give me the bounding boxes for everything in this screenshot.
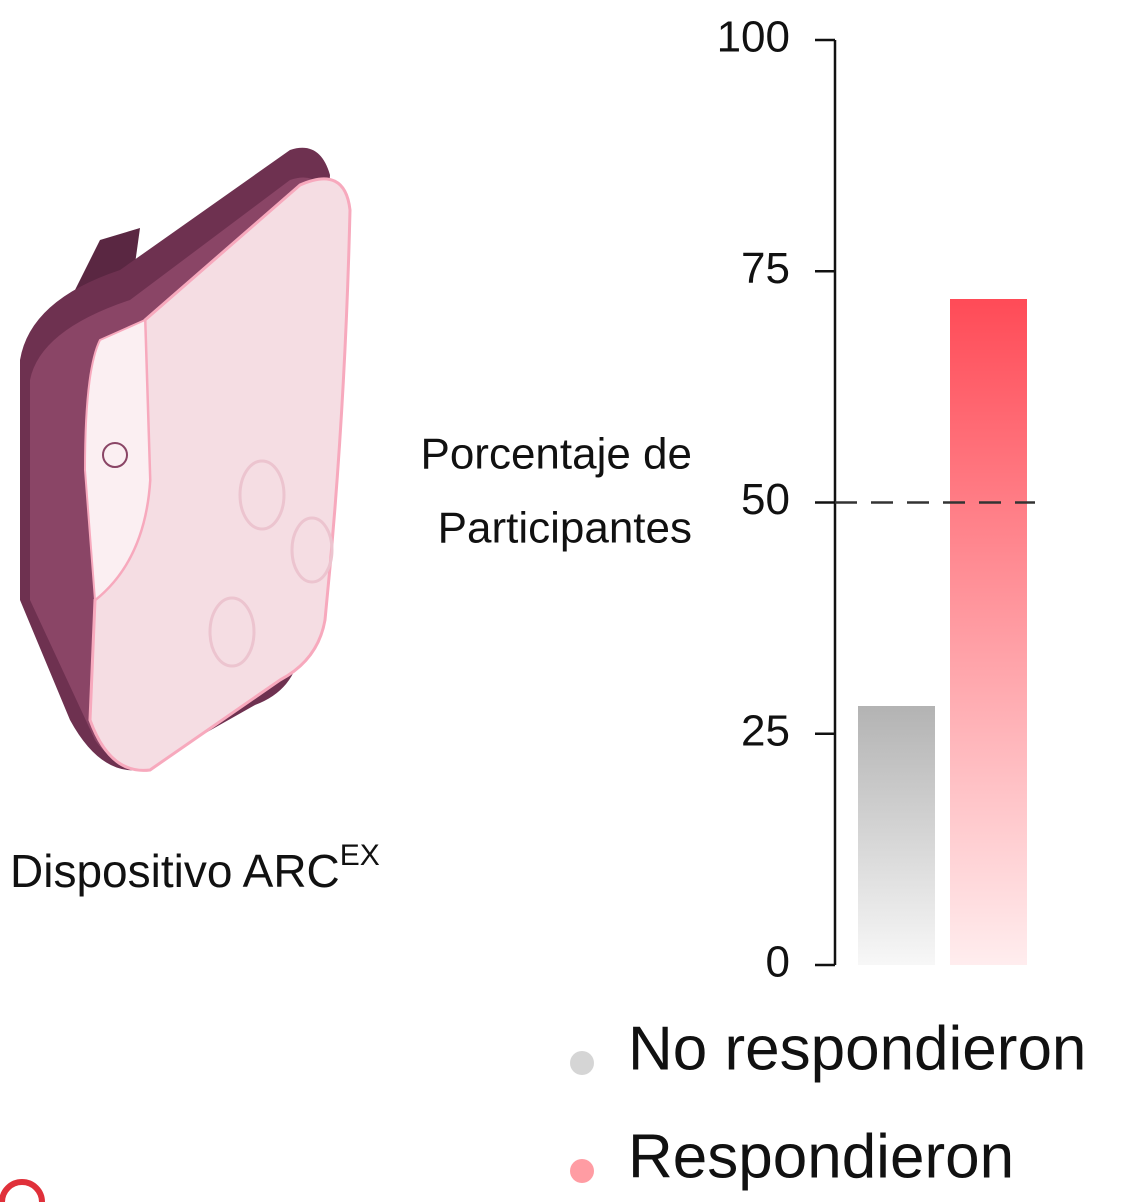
y-tick-label: 50 xyxy=(741,475,790,524)
logo-fragment xyxy=(0,1179,45,1202)
legend-marker xyxy=(570,1051,594,1075)
y-tick-label: 25 xyxy=(741,706,790,755)
y-axis-label: Participantes xyxy=(438,504,692,553)
device-caption: Dispositivo ARCEX xyxy=(10,839,380,897)
y-tick-label: 75 xyxy=(741,244,790,293)
y-axis-label: Porcentaje de xyxy=(420,430,692,479)
y-tick-label: 100 xyxy=(717,13,790,62)
device-illustration xyxy=(20,147,352,772)
bar xyxy=(858,706,935,965)
legend-label: No respondieron xyxy=(628,1014,1086,1083)
chart: 0 25 50 75 100 Porcentaje de Participantes No r… xyxy=(420,13,1086,1192)
caption-superscript: EX xyxy=(340,839,380,872)
bar xyxy=(950,299,1027,965)
legend-marker xyxy=(570,1159,594,1183)
caption-text: Dispositivo ARC xyxy=(10,845,340,897)
y-tick-label: 0 xyxy=(766,938,790,987)
legend-label: Respondieron xyxy=(628,1122,1014,1191)
